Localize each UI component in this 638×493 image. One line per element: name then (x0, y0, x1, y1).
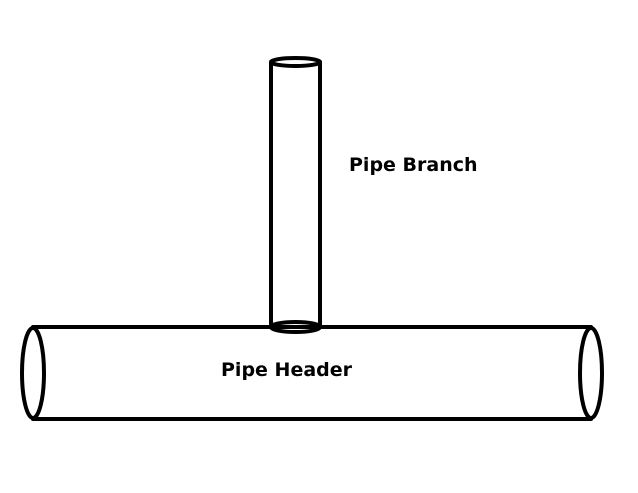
pipe-branch-top-end (269, 56, 322, 68)
pipe-header-right-end (578, 326, 604, 420)
pipe-header (20, 325, 604, 421)
pipe-branch (269, 56, 322, 334)
pipe-branch-label: Pipe Branch (349, 154, 478, 176)
pipe-branch-bottom-end (269, 320, 322, 334)
pipe-header-left-end (20, 326, 46, 420)
pipe-header-label: Pipe Header (221, 359, 353, 381)
